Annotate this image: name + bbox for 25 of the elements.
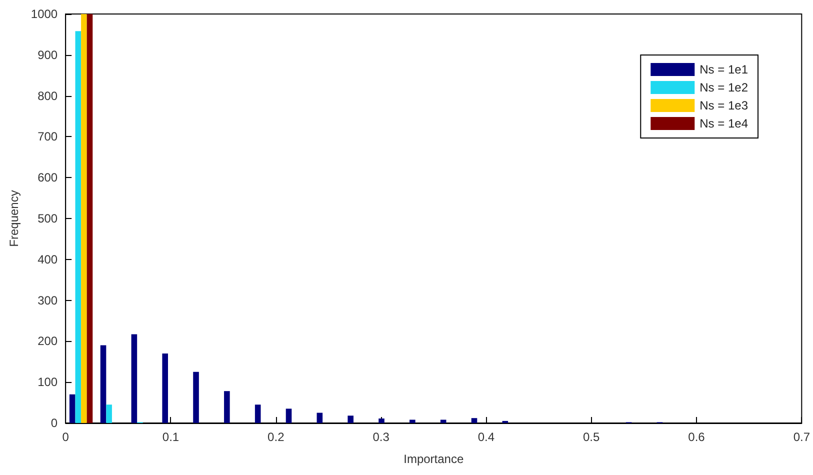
y-tick-label: 700 xyxy=(38,130,58,144)
legend-label: Ns = 1e2 xyxy=(700,80,748,94)
x-tick-label: 0.3 xyxy=(372,430,390,444)
y-axis-title: Frequency xyxy=(7,190,21,247)
y-tick-label: 900 xyxy=(38,48,58,62)
legend-label: Ns = 1e3 xyxy=(700,98,748,112)
y-tick-label: 0 xyxy=(50,416,58,430)
y-tick-label: 600 xyxy=(38,170,58,185)
legend-label: Ns = 1e4 xyxy=(700,116,748,130)
x-tick-label: 0.6 xyxy=(688,430,706,444)
y-tick-label: 1000 xyxy=(30,7,58,21)
y-tick-label: 500 xyxy=(38,212,58,226)
y-tick-label: 100 xyxy=(38,375,58,390)
x-tick-label: 0.2 xyxy=(268,430,285,444)
x-tick-label: 0.4 xyxy=(478,430,495,444)
y-tick-label: 300 xyxy=(38,293,58,308)
x-tick-label: 0.7 xyxy=(793,430,810,444)
x-tick-label: 0.5 xyxy=(583,430,600,444)
y-tick-label: 800 xyxy=(38,88,58,103)
x-axis-title: Importance xyxy=(404,452,464,466)
y-tick-label: 400 xyxy=(38,252,58,266)
y-tick-label: 200 xyxy=(38,334,58,348)
x-tick-label: 0 xyxy=(62,430,70,444)
legend-label: Ns = 1e1 xyxy=(700,62,748,76)
x-tick-label: 0.1 xyxy=(162,430,180,444)
